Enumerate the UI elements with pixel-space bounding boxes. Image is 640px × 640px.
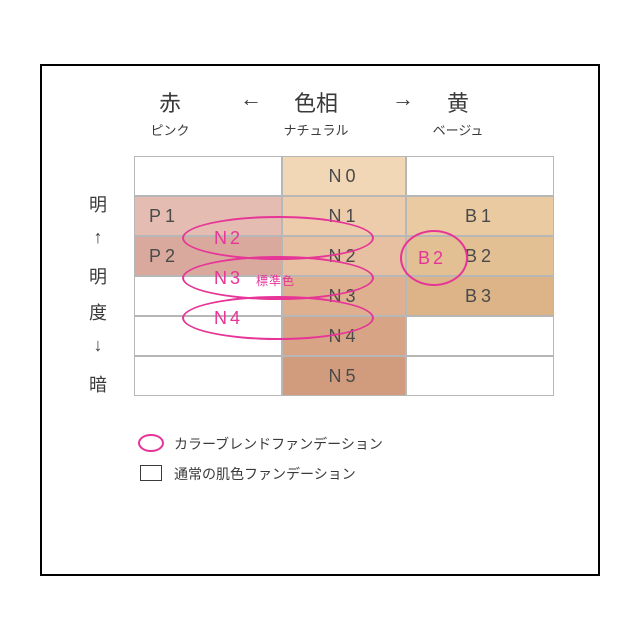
hue-label-big: 色相 bbox=[276, 86, 356, 118]
blend-ellipse-label: B2 bbox=[418, 248, 446, 269]
shade-cell bbox=[134, 356, 282, 396]
shade-cell bbox=[406, 156, 554, 196]
hue-label-small: ベージュ bbox=[408, 120, 508, 139]
brightness-label: 暗 bbox=[87, 371, 109, 397]
chart-frame: 赤色相黄ピンクナチュラルベージュ←→明↑明度↓暗N0P1N1B1P2N2B2N3… bbox=[40, 64, 600, 576]
shade-cell: N0 bbox=[282, 156, 406, 196]
blend-ellipse-label: N3 bbox=[214, 268, 243, 289]
hue-label-big: 黄 bbox=[418, 86, 498, 118]
hue-label-small: ピンク bbox=[120, 120, 220, 139]
blend-ellipse-label: N2 bbox=[214, 228, 243, 249]
legend-text: 通常の肌色ファンデーション bbox=[174, 464, 356, 484]
shade-cell: N5 bbox=[282, 356, 406, 396]
brightness-label: 明 bbox=[87, 191, 109, 217]
shade-cell bbox=[406, 356, 554, 396]
legend-rect-icon bbox=[140, 465, 162, 481]
legend-ellipse-icon bbox=[138, 434, 164, 452]
brightness-arrow-icon: ↓ bbox=[87, 335, 109, 356]
blend-ellipse bbox=[182, 296, 374, 340]
brightness-label: 明 bbox=[87, 263, 109, 289]
hue-label-big: 赤 bbox=[130, 86, 210, 118]
shade-cell bbox=[134, 156, 282, 196]
blend-ellipse bbox=[182, 216, 374, 260]
blend-ellipse-tag: 標準色 bbox=[256, 272, 295, 289]
arrow-left-icon: ← bbox=[240, 86, 262, 112]
shade-cell bbox=[406, 316, 554, 356]
legend-text: カラーブレンドファンデーション bbox=[174, 434, 383, 454]
brightness-arrow-icon: ↑ bbox=[87, 227, 109, 248]
blend-ellipse-label: N4 bbox=[214, 308, 243, 329]
chart-stage: 赤色相黄ピンクナチュラルベージュ←→明↑明度↓暗N0P1N1B1P2N2B2N3… bbox=[42, 66, 598, 574]
hue-label-small: ナチュラル bbox=[266, 120, 366, 139]
arrow-right-icon: → bbox=[392, 86, 414, 112]
brightness-label: 度 bbox=[87, 299, 109, 325]
